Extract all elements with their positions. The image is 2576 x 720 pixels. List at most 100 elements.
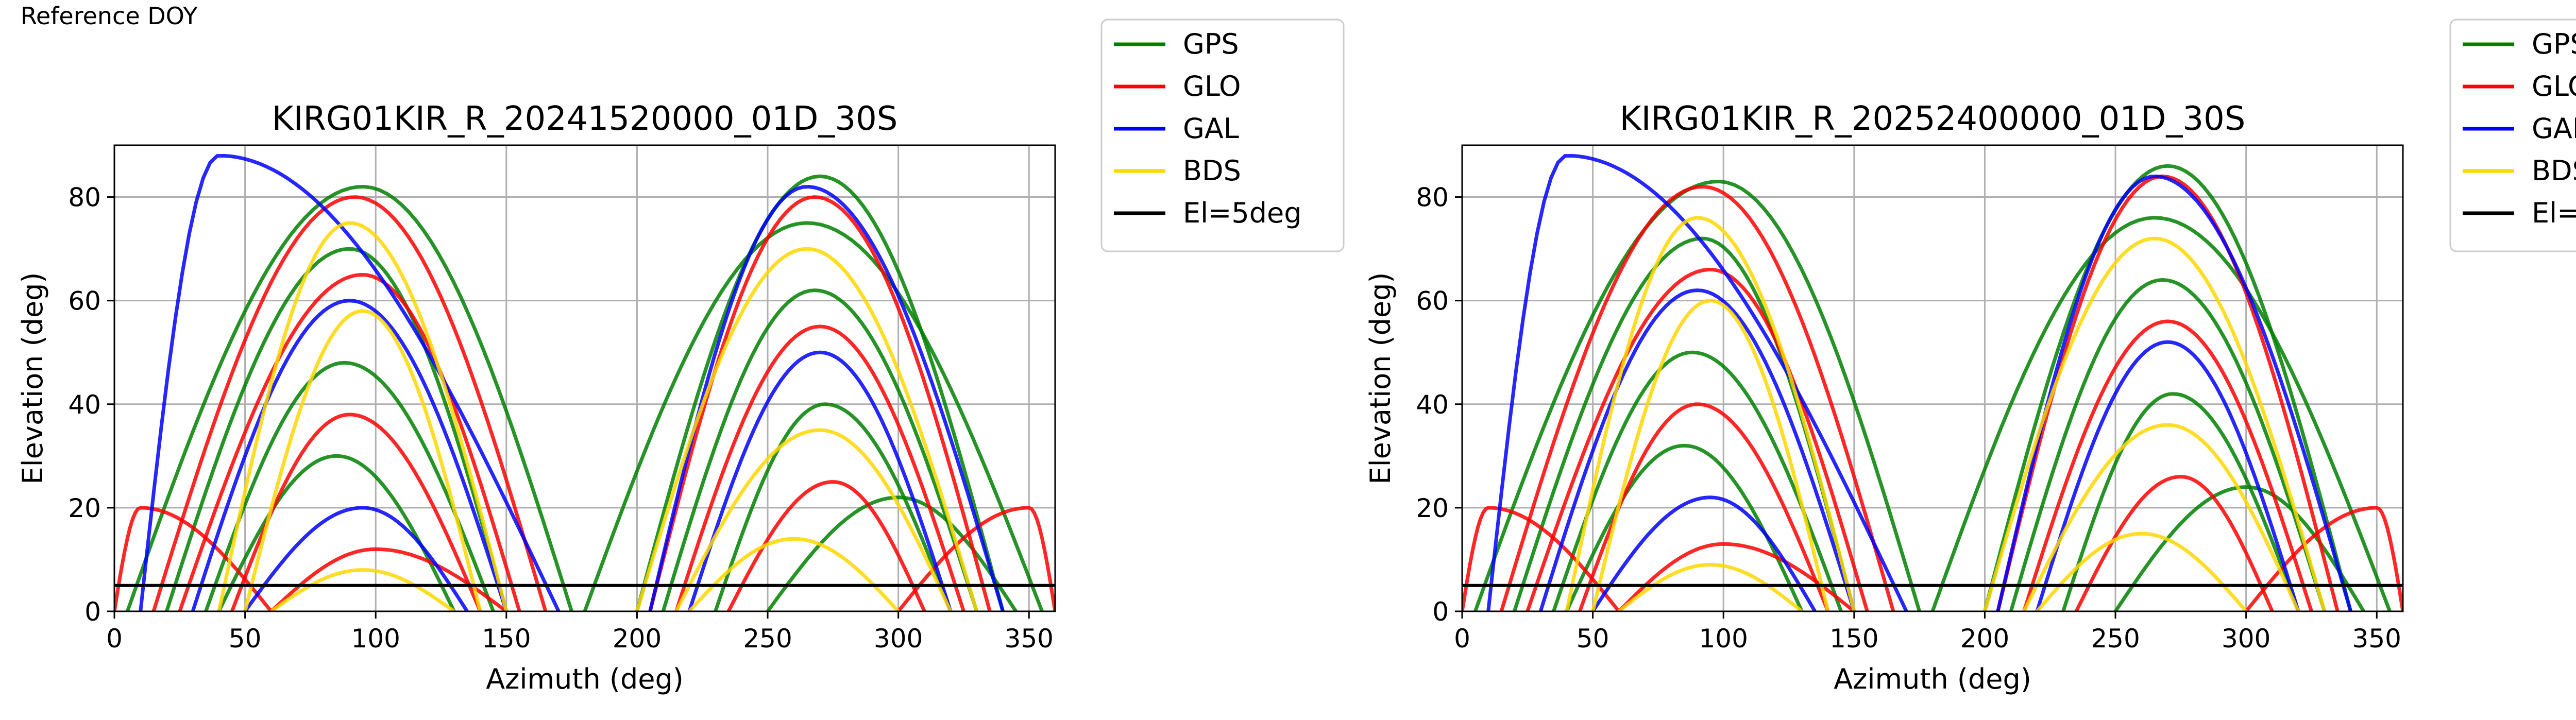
data-layer — [114, 153, 1055, 611]
track-bds — [270, 568, 455, 611]
x-tick-label: 0 — [106, 624, 123, 654]
track-gps — [583, 221, 1044, 611]
track-gal — [1538, 288, 1856, 611]
legend-label: El=5deg — [1183, 197, 1302, 229]
legend-label: El=5deg — [2532, 197, 2576, 229]
track-bds — [1591, 299, 1830, 611]
y-tick-label: 20 — [68, 493, 101, 523]
track-bds — [2022, 423, 2300, 611]
legend: GPS GLO GAL BDS El=5deg — [1100, 19, 1345, 252]
x-tick-label: 300 — [2222, 624, 2270, 654]
track-glo — [2022, 319, 2313, 611]
series-bds — [217, 221, 979, 611]
y-axis-label: Elevation (deg) — [16, 272, 49, 485]
track-gps — [661, 288, 979, 611]
legend-label: BDS — [2532, 155, 2576, 187]
axes-frame — [113, 144, 1056, 612]
track-bds — [2036, 532, 2248, 611]
axes-frame — [1461, 144, 2404, 612]
chart-panel-2: 0 50 100 150 200 250 300 350 0 20 40 60 80 KIRG01KIR_… — [1364, 19, 2576, 695]
legend: GPS GLO GAL BDS El=5deg — [2449, 19, 2576, 252]
track-gps — [204, 361, 495, 611]
x-tick-label: 250 — [743, 624, 792, 654]
x-tick-label: 100 — [1699, 624, 1748, 654]
y-tick-label: 60 — [68, 286, 101, 316]
y-tick-label: 60 — [1416, 286, 1449, 316]
track-glo — [178, 272, 521, 611]
series-glo — [114, 195, 1055, 611]
legend-box — [1100, 19, 1345, 252]
chart-panel-1: 0 50 100 150 200 250 300 350 0 20 40 60 80 KIRG01KIR_… — [16, 19, 1345, 695]
track-gal — [191, 299, 509, 611]
track-glo — [114, 506, 273, 611]
y-tick-label: 0 — [84, 597, 101, 627]
chart-title: KIRG01KIR_R_20241520000_01D_30S — [272, 100, 898, 138]
track-gps — [217, 454, 456, 611]
track-bds — [674, 428, 953, 611]
track-gps — [165, 247, 509, 611]
y-tick-label: 0 — [1432, 597, 1449, 627]
legend-label: GLO — [2532, 70, 2576, 102]
y-axis-label: Elevation (deg) — [1364, 272, 1397, 485]
track-glo — [2244, 506, 2403, 611]
track-bds — [635, 247, 979, 611]
track-glo — [674, 324, 965, 611]
track-glo — [230, 413, 482, 611]
x-tick-label: 200 — [1960, 624, 2009, 654]
x-axis-label: Azimuth (deg) — [486, 663, 684, 695]
track-glo — [1499, 184, 1895, 611]
track-gps — [635, 174, 1005, 611]
x-tick-label: 100 — [351, 624, 400, 654]
legend-label: GPS — [1183, 28, 1239, 60]
track-glo — [726, 480, 926, 611]
chart-title: KIRG01KIR_R_20252400000_01D_30S — [1620, 100, 2246, 138]
track-glo — [151, 195, 548, 611]
plot-area — [1462, 145, 2403, 611]
track-glo — [1617, 542, 1856, 611]
y-tick-label: 40 — [68, 390, 101, 420]
track-gps — [1552, 350, 1843, 611]
track-bds — [688, 537, 900, 611]
track-gal — [243, 506, 469, 611]
reference-doy-label: Reference DOY — [21, 2, 198, 30]
track-gal — [1591, 495, 1817, 611]
x-axis-label: Azimuth (deg) — [1834, 663, 2031, 695]
legend-label: GPS — [2532, 28, 2576, 60]
track-gps — [2061, 392, 2300, 611]
data-layer — [1462, 153, 2403, 611]
legend-label: GAL — [1183, 112, 1239, 145]
x-tick-label: 0 — [1454, 624, 1470, 654]
track-gps — [714, 402, 953, 611]
y-tick-label: 80 — [68, 183, 101, 213]
track-bds — [1565, 216, 1856, 611]
x-tick-label: 50 — [229, 624, 262, 654]
track-glo — [269, 547, 507, 611]
track-glo — [1526, 267, 1869, 611]
x-tick-label: 50 — [1577, 624, 1609, 654]
track-gps — [126, 184, 573, 611]
legend-box — [2449, 19, 2576, 252]
x-tick-label: 350 — [2352, 624, 2401, 654]
series-gal — [1486, 153, 2352, 611]
y-tick-label: 80 — [1416, 183, 1449, 213]
track-bds — [217, 221, 509, 611]
track-gal — [687, 350, 953, 611]
y-tick-label: 40 — [1416, 390, 1449, 420]
track-glo — [2074, 475, 2274, 611]
legend-label: GAL — [2532, 112, 2576, 145]
x-tick-label: 350 — [1005, 624, 1054, 654]
track-glo — [1462, 506, 1621, 611]
series-bds — [1565, 216, 2327, 611]
legend-label: BDS — [1183, 155, 1241, 187]
series-gal — [139, 153, 1005, 611]
x-tick-label: 300 — [874, 624, 923, 654]
track-gal — [1486, 153, 1908, 611]
track-gal — [648, 184, 1005, 611]
track-gps — [1983, 164, 2352, 611]
track-gal — [1996, 174, 2352, 611]
x-tick-label: 200 — [613, 624, 662, 654]
track-bds — [1983, 236, 2327, 611]
x-tick-label: 150 — [1829, 624, 1878, 654]
track-gal — [2035, 340, 2300, 611]
